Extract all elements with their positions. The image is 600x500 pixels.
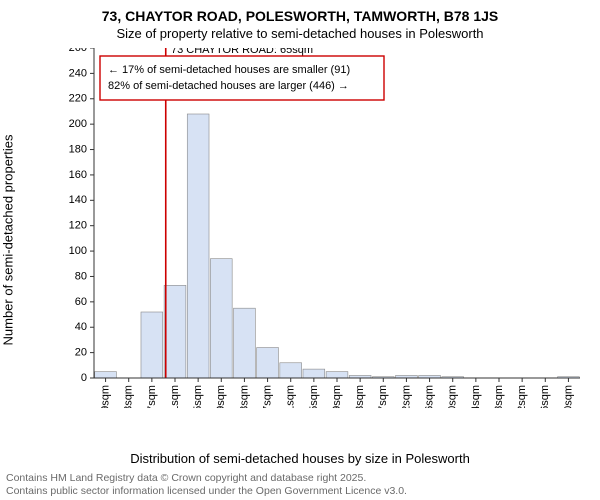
x-tick-label: 57sqm <box>146 385 158 408</box>
annotation-title: 73 CHAYTOR ROAD: 65sqm <box>171 48 313 56</box>
annotation-box <box>100 56 384 100</box>
x-tick-label: 169sqm <box>331 385 343 408</box>
histogram-bar <box>164 285 186 378</box>
svg-text:200: 200 <box>69 118 87 130</box>
svg-text:20: 20 <box>75 347 87 359</box>
y-axis-label: Number of semi-detached properties <box>1 135 16 346</box>
x-tick-label: 71sqm <box>169 385 181 408</box>
svg-text:80: 80 <box>75 270 87 282</box>
x-tick-label: 268sqm <box>493 385 505 408</box>
histogram-bar <box>95 372 117 378</box>
svg-text:60: 60 <box>75 296 87 308</box>
x-tick-label: 29sqm <box>99 385 111 408</box>
svg-text:0: 0 <box>81 372 87 384</box>
x-tick-label: 127sqm <box>261 385 273 408</box>
svg-text:220: 220 <box>69 93 87 105</box>
chart-title-main: 73, CHAYTOR ROAD, POLESWORTH, TAMWORTH, … <box>0 8 600 24</box>
x-tick-label: 212sqm <box>400 385 412 408</box>
svg-text:40: 40 <box>75 321 87 333</box>
svg-text:260: 260 <box>69 48 87 54</box>
histogram-plot: 0 20 40 60 80 100 120 140 160 180 200 220 240 260 29sq… <box>60 48 580 408</box>
x-tick-label: 85sqm <box>192 385 204 408</box>
annotation-larger: 82% of semi-detached houses are larger (… <box>108 80 349 92</box>
histogram-bar <box>187 114 209 378</box>
x-tick-label: 155sqm <box>308 385 320 408</box>
histogram-bar <box>210 259 232 378</box>
x-tick-label: 43sqm <box>123 385 135 408</box>
x-tick-label: 310sqm <box>562 385 574 408</box>
footer-credits: Contains HM Land Registry data © Crown c… <box>6 472 407 498</box>
x-tick-label: 197sqm <box>377 385 389 408</box>
x-tick-label: 254sqm <box>470 385 482 408</box>
histogram-bar <box>141 312 163 378</box>
x-tick-label: 99sqm <box>215 385 227 408</box>
footer-line-2: Contains public sector information licen… <box>6 485 407 498</box>
svg-text:240: 240 <box>69 67 87 79</box>
svg-text:140: 140 <box>69 194 87 206</box>
histogram-bar <box>326 372 348 378</box>
svg-text:100: 100 <box>69 245 87 257</box>
x-axis-label: Distribution of semi-detached houses by … <box>0 451 600 466</box>
x-tick-label: 296sqm <box>539 385 551 408</box>
svg-text:160: 160 <box>69 169 87 181</box>
x-tick-label: 240sqm <box>447 385 459 408</box>
histogram-bar <box>280 363 302 378</box>
chart-title-sub: Size of property relative to semi-detach… <box>0 26 600 41</box>
x-tick-label: 226sqm <box>423 385 435 408</box>
histogram-bar <box>257 348 279 378</box>
annotation-smaller: ← 17% of semi-detached houses are smalle… <box>108 64 350 76</box>
x-tick-label: 113sqm <box>238 385 250 408</box>
x-tick-label: 282sqm <box>516 385 528 408</box>
x-tick-label: 141sqm <box>285 385 297 408</box>
histogram-bar <box>234 308 256 378</box>
x-tick-label: 183sqm <box>354 385 366 408</box>
histogram-bar <box>303 369 325 378</box>
footer-line-1: Contains HM Land Registry data © Crown c… <box>6 472 407 485</box>
svg-text:180: 180 <box>69 143 87 155</box>
svg-text:120: 120 <box>69 220 87 232</box>
